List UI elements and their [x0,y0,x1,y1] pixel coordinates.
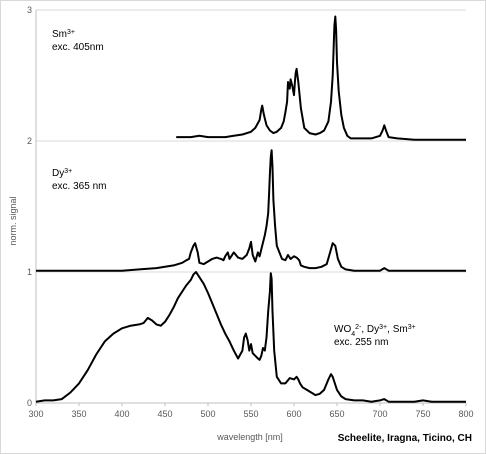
x-tick-label: 400 [114,409,129,419]
x-tick-label: 550 [243,409,258,419]
annotation-sm-line-2: exc. 405nm [52,42,104,53]
series-line-2 [36,149,466,272]
axes [35,10,467,406]
x-tick-label: 750 [415,409,430,419]
tick-labels: 300 350 400 450 500 550 600 650 700 750 800 0 1 2 3 [27,5,474,419]
x-tick-label: 350 [71,409,86,419]
annotations: Sm3+exc. 405nm Dy3+exc. 365 nm WO42-, Dy3+… [52,29,416,349]
x-tick-label: 450 [157,409,172,419]
x-tick-label: 300 [28,409,43,419]
y-tick-label: 0 [27,398,32,408]
y-axis-title: norm. signal [8,196,18,245]
annotation-sm-line-1: Sm3+ [52,29,75,41]
caption: Scheelite, Iragna, Ticino, CH [338,433,472,444]
x-tick-label: 500 [200,409,215,419]
x-tick-label: 650 [329,409,344,419]
y-tick-label: 1 [27,267,32,277]
annotation-dy-line-1: Dy3+ [52,168,72,180]
series-line-1 [35,271,466,403]
x-tick-label: 800 [458,409,473,419]
y-tick-label: 2 [27,136,32,146]
series-line-3 [176,15,466,141]
x-axis-title: wavelength [nm] [216,432,283,442]
series-lines [35,15,466,403]
x-tick-label: 600 [286,409,301,419]
x-tick-label: 700 [372,409,387,419]
annotation-dy-line-2: exc. 365 nm [52,181,106,192]
annotation-mix-line-1: WO42-, Dy3+, Sm3+ [334,324,416,338]
y-tick-label: 3 [27,5,32,15]
annotation-mix-line-2: exc. 255 nm [334,337,388,348]
